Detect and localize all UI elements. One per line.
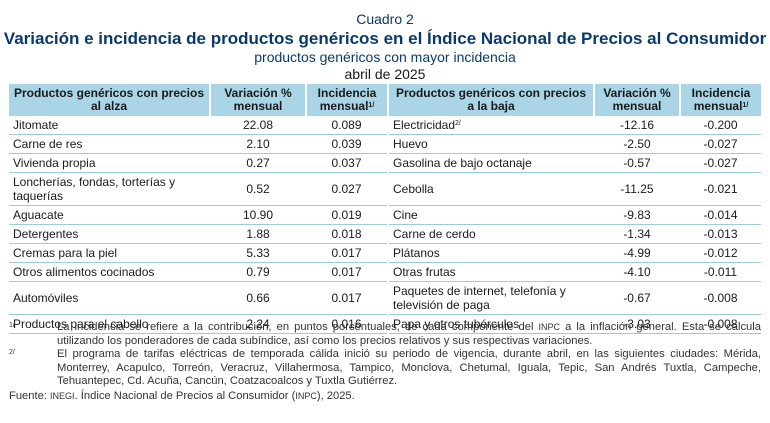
table-row: Jitomate 22.08 0.089 Electricidad2/ -12.…: [9, 116, 761, 135]
baja-variation: -11.25: [594, 172, 680, 206]
baja-product: Gasolina de bajo octanaje: [388, 153, 594, 173]
alza-incidence: 0.017: [306, 281, 389, 315]
alza-product: Carne de res: [9, 134, 210, 154]
baja-variation: -12.16: [594, 116, 680, 135]
alza-product: Loncherías, fondas, torterías y taquería…: [9, 172, 210, 206]
alza-incidence: 0.018: [306, 224, 389, 244]
table-row: Productos para el cabello 2.24 0.016 Pap…: [9, 314, 761, 334]
baja-product: Cine: [388, 205, 594, 225]
baja-incidence: -0.021: [680, 172, 761, 206]
alza-variation: 2.10: [210, 134, 306, 154]
baja-incidence: -0.200: [680, 116, 761, 135]
baja-product: Otras frutas: [388, 262, 594, 282]
baja-incidence: -0.013: [680, 224, 761, 244]
table-number: Cuadro 2: [356, 11, 414, 27]
alza-incidence: 0.037: [306, 153, 389, 173]
alza-variation: 22.08: [210, 116, 306, 135]
baja-product: Huevo: [388, 134, 594, 154]
alza-product: Detergentes: [9, 224, 210, 244]
alza-incidence: 0.027: [306, 172, 389, 206]
table-row: Aguacate 10.90 0.019 Cine -9.83 -0.014: [9, 205, 761, 225]
alza-incidence: 0.017: [306, 243, 389, 263]
page-subtitle: productos genéricos con mayor incidencia: [254, 49, 516, 65]
table-row: Vivienda propia 0.27 0.037 Gasolina de b…: [9, 153, 761, 173]
alza-product: Otros alimentos cocinados: [9, 262, 210, 282]
footnote-text: El programa de tarifas eléctricas de tem…: [57, 348, 761, 388]
footnote-2: 2/ El programa de tarifas eléctricas de …: [9, 348, 761, 389]
table-row: Carne de res 2.10 0.039 Huevo -2.50 -0.0…: [9, 134, 761, 154]
baja-incidence: -0.008: [680, 314, 761, 334]
alza-product: Automóviles: [9, 281, 210, 315]
baja-product: Carne de cerdo: [388, 224, 594, 244]
baja-incidence: -0.012: [680, 243, 761, 263]
baja-incidence: -0.027: [680, 153, 761, 173]
alza-variation: 5.33: [210, 243, 306, 263]
footnote-mark: 2/: [9, 349, 15, 357]
col-header-alza-variation: Variación % mensual: [210, 84, 307, 116]
baja-variation: -0.67: [594, 281, 680, 315]
baja-incidence: -0.011: [680, 262, 761, 282]
period-label: abril de 2025: [344, 66, 426, 82]
alza-incidence: 0.019: [306, 205, 389, 225]
baja-product: Electricidad2/: [388, 116, 594, 135]
footnote-mark: 2/: [455, 120, 461, 127]
alza-variation: 0.79: [210, 262, 306, 282]
alza-product: Aguacate: [9, 205, 210, 225]
alza-product: Vivienda propia: [9, 153, 210, 173]
baja-product: Paquetes de internet, telefonía y televi…: [388, 281, 594, 315]
baja-variation: -1.34: [594, 224, 680, 244]
alza-incidence: 0.016: [306, 314, 389, 334]
baja-incidence: -0.027: [680, 134, 761, 154]
table-row: Cremas para la piel 5.33 0.017 Plátanos …: [9, 243, 761, 263]
col-header-alza-incidence: Incidencia mensual1/: [306, 84, 389, 116]
page-title: Variación e incidencia de productos gené…: [3, 29, 767, 48]
baja-incidence: -0.014: [680, 205, 761, 225]
footnote-mark: 1/: [9, 322, 15, 329]
alza-variation: 2.24: [210, 314, 306, 334]
baja-variation: -2.50: [594, 134, 680, 154]
table-row: Loncherías, fondas, torterías y taquería…: [9, 172, 761, 206]
alza-variation: 0.27: [210, 153, 306, 173]
baja-variation: -4.10: [594, 262, 680, 282]
col-header-alza-products: Productos genéricos con precios al alza: [9, 84, 211, 116]
table-header-row: Productos genéricos con precios al alza …: [9, 84, 761, 116]
footnote-1: 1/ La incidencia se refiere a la contrib…: [9, 321, 761, 348]
alza-product: Cremas para la piel: [9, 243, 210, 263]
baja-incidence: -0.008: [680, 281, 761, 315]
alza-variation: 0.52: [210, 172, 306, 206]
alza-variation: 0.66: [210, 281, 306, 315]
table-row: Detergentes 1.88 0.018 Carne de cerdo -1…: [9, 224, 761, 244]
footnotes: 1/ La incidencia se refiere a la contrib…: [9, 321, 761, 404]
alza-product: Jitomate: [9, 116, 210, 135]
col-header-baja-variation: Variación % mensual: [594, 84, 681, 116]
baja-variation: -0.57: [594, 153, 680, 173]
baja-variation: -4.99: [594, 243, 680, 263]
table-row: Otros alimentos cocinados 0.79 0.017 Otr…: [9, 262, 761, 282]
footnote-mark: 1/: [368, 102, 375, 109]
baja-product: Cebolla: [388, 172, 594, 206]
baja-variation: -9.83: [594, 205, 680, 225]
alza-product: Productos para el cabello: [9, 314, 210, 334]
alza-incidence: 0.039: [306, 134, 389, 154]
source-note: Fuente: INEGI. Índice Nacional de Precio…: [9, 389, 355, 402]
col-header-baja-products: Productos genéricos con precios a la baj…: [388, 84, 595, 116]
baja-product: Papa y otros tubérculos: [388, 314, 594, 334]
alza-variation: 10.90: [210, 205, 306, 225]
incidence-table: Productos genéricos con precios al alza …: [9, 84, 761, 334]
alza-variation: 1.88: [210, 224, 306, 244]
baja-variation: -3.03: [594, 314, 680, 334]
footnote-mark: 1/: [742, 102, 749, 109]
col-header-baja-incidence: Incidencia mensual1/: [680, 84, 761, 116]
alza-incidence: 0.089: [306, 116, 389, 135]
footnote-text: La incidencia se refiere a la contribuci…: [57, 321, 761, 347]
baja-product: Plátanos: [388, 243, 594, 263]
table-row: Automóviles 0.66 0.017 Paquetes de inter…: [9, 281, 761, 315]
alza-incidence: 0.017: [306, 262, 389, 282]
